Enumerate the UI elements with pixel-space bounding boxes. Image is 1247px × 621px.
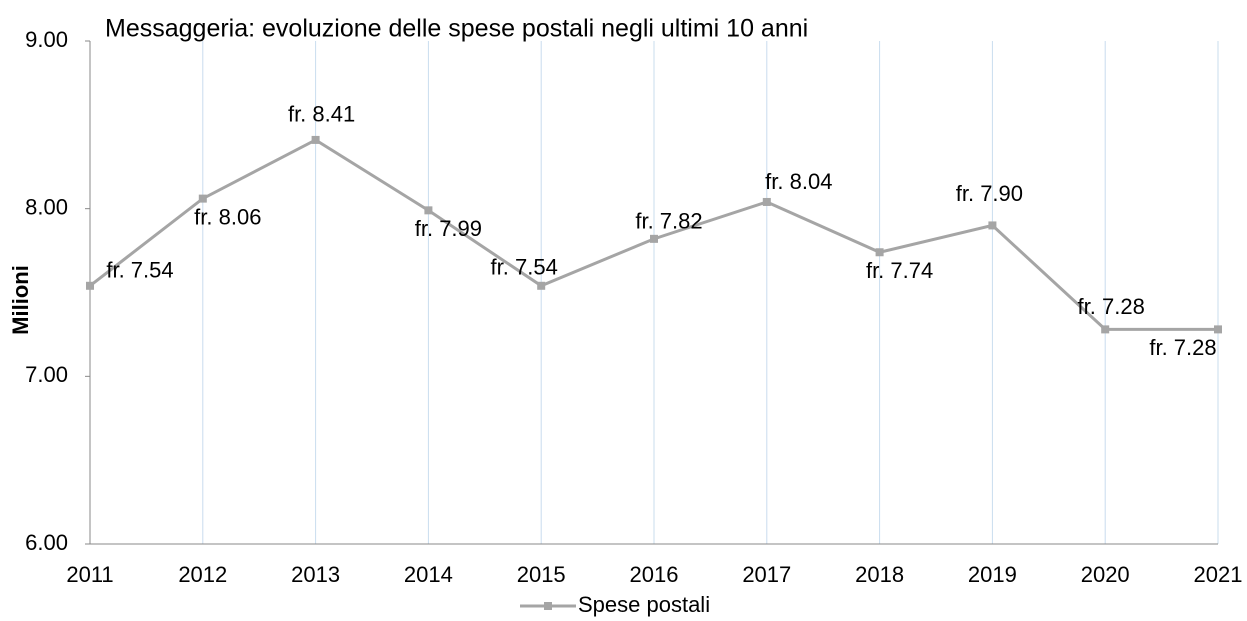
x-tick-label: 2016 <box>630 562 679 587</box>
point-marker <box>311 135 320 144</box>
x-tick-label: 2011 <box>66 562 113 587</box>
chart-title: Messaggeria: evoluzione delle spese post… <box>105 15 808 43</box>
point-marker <box>762 197 771 206</box>
y-tick-label: 9.00 <box>25 27 68 52</box>
data-label: fr. 7.28 <box>1149 335 1216 360</box>
point-marker <box>988 221 997 230</box>
x-tick-label: 2019 <box>968 562 1017 587</box>
point-marker <box>86 281 94 290</box>
y-axis-label: Milioni <box>8 265 33 335</box>
data-label: fr. 8.04 <box>765 169 832 194</box>
x-tick-label: 2014 <box>404 562 453 587</box>
x-tick-label: 2017 <box>742 562 791 587</box>
y-tick-label: 8.00 <box>25 194 68 219</box>
point-marker <box>1214 325 1222 334</box>
point-marker <box>537 281 546 290</box>
x-tick-label: 2012 <box>178 562 227 587</box>
data-label: fr. 8.06 <box>194 204 261 229</box>
data-label: fr. 7.54 <box>106 258 173 283</box>
x-tick-label: 2013 <box>291 562 340 587</box>
x-tick-label: 2020 <box>1081 562 1130 587</box>
y-tick-label: 6.00 <box>25 530 68 555</box>
x-tick-label: 2015 <box>517 562 566 587</box>
data-label: fr. 7.74 <box>866 258 933 283</box>
legend-label: Spese postali <box>578 592 710 617</box>
point-marker <box>424 206 433 215</box>
x-tick-label: 2018 <box>855 562 904 587</box>
point-marker <box>650 234 658 243</box>
point-marker <box>1101 325 1110 334</box>
data-label: fr. 7.54 <box>491 255 558 280</box>
data-label: fr. 7.82 <box>635 209 702 234</box>
data-label: fr. 7.99 <box>415 216 482 241</box>
data-label: fr. 7.28 <box>1078 294 1145 319</box>
legend-marker <box>544 602 552 610</box>
data-label: fr. 8.41 <box>288 102 355 127</box>
point-marker <box>875 248 884 257</box>
y-tick-label: 7.00 <box>25 362 68 387</box>
x-tick-label: 2021 <box>1194 562 1243 587</box>
data-label: fr. 7.90 <box>956 181 1023 206</box>
point-marker <box>198 194 207 203</box>
